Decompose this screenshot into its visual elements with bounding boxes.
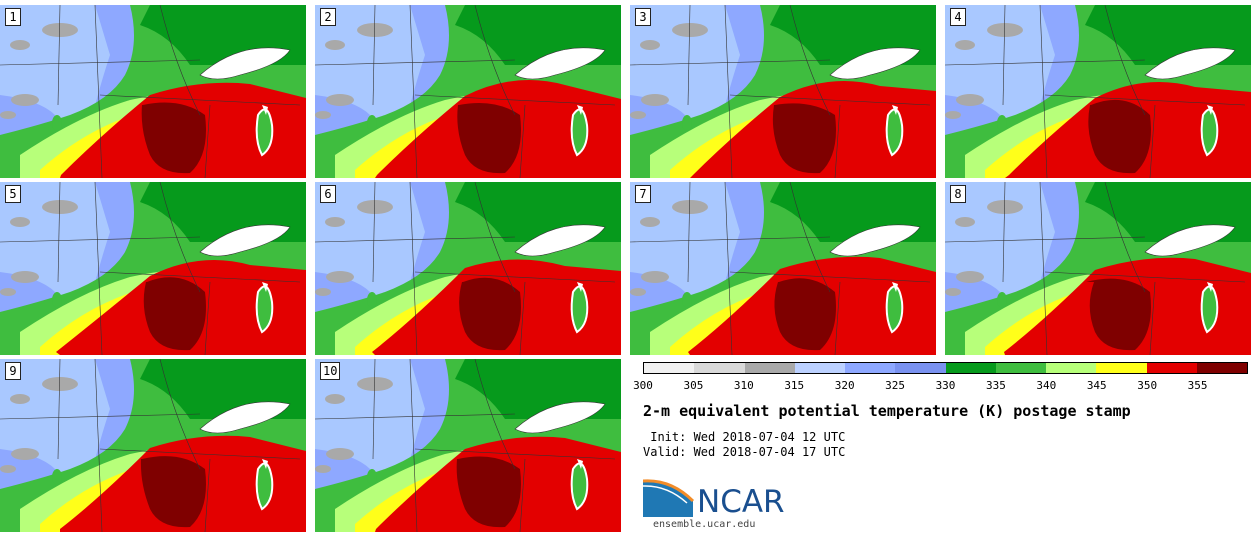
figure-title: 2-m equivalent potential temperature (K)… [643,402,1131,420]
map-panel-2: 2 [315,5,621,178]
colorbar-segment-9 [1096,363,1147,373]
colorbar-segment-2 [744,363,795,373]
colorbar-tick-label: 320 [834,379,855,392]
map-panel-8: 8 [945,182,1251,355]
colorbar-ticks: 300 305 310 315 320 325 330 335 340 345 350 355 [633,379,1248,393]
colorbar-segment-7 [995,363,1046,373]
colorbar-tick-label: 305 [683,379,704,392]
panel-number-label: 9 [5,362,21,380]
colorbar-tick-label: 355 [1187,379,1208,392]
colorbar-segment-3 [794,363,845,373]
colorbar-tick-label: 315 [784,379,805,392]
colorbar-tick-label: 300 [633,379,653,392]
colorbar-segment-5 [895,363,946,373]
map-panel-1: 1 [0,5,306,178]
init-time: Init: Wed 2018-07-04 12 UTC [643,430,846,444]
map-field [315,5,621,178]
map-panel-7: 7 [630,182,936,355]
colorbar-segment-10 [1146,363,1197,373]
panel-number-label: 4 [950,8,966,26]
map-panel-4: 4 [945,5,1251,178]
colorbar-segment-8 [1046,363,1097,373]
map-field [0,359,306,532]
panel-number-label: 8 [950,185,966,203]
panel-number-label: 10 [320,362,341,380]
colorbar-segment-1 [694,363,745,373]
panel-number-label: 3 [635,8,651,26]
map-panel-5: 5 [0,182,306,355]
colorbar [643,362,1248,374]
panel-number-label: 1 [5,8,21,26]
colorbar-segment-6 [945,363,996,373]
map-field [630,182,936,355]
map-field [315,182,621,355]
map-field [315,359,621,532]
colorbar-tick-label: 330 [935,379,956,392]
map-field [630,5,936,178]
map-field [0,5,306,178]
colorbar-tick-label: 350 [1137,379,1158,392]
colorbar-segment-11 [1196,363,1247,373]
colorbar-tick-label: 310 [733,379,754,392]
colorbar-tick-label: 345 [1086,379,1107,392]
map-field [945,5,1251,178]
panel-number-label: 2 [320,8,336,26]
colorbar-segment-4 [845,363,896,373]
colorbar-tick-label: 340 [1036,379,1057,392]
colorbar-tick-label: 335 [985,379,1006,392]
map-panel-10: 10 [315,359,621,532]
panel-number-label: 6 [320,185,336,203]
colorbar-tick-label: 325 [885,379,906,392]
map-field [945,182,1251,355]
ncar-logo-text: NCAR [697,484,785,520]
map-field [0,182,306,355]
source-url: ensemble.ucar.edu [653,519,756,530]
map-panel-9: 9 [0,359,306,532]
panel-number-label: 7 [635,185,651,203]
colorbar-segment-0 [644,363,695,373]
valid-time: Valid: Wed 2018-07-04 17 UTC [643,445,846,459]
map-panel-3: 3 [630,5,936,178]
map-panel-6: 6 [315,182,621,355]
ncar-logo-icon [643,479,695,517]
panel-number-label: 5 [5,185,21,203]
